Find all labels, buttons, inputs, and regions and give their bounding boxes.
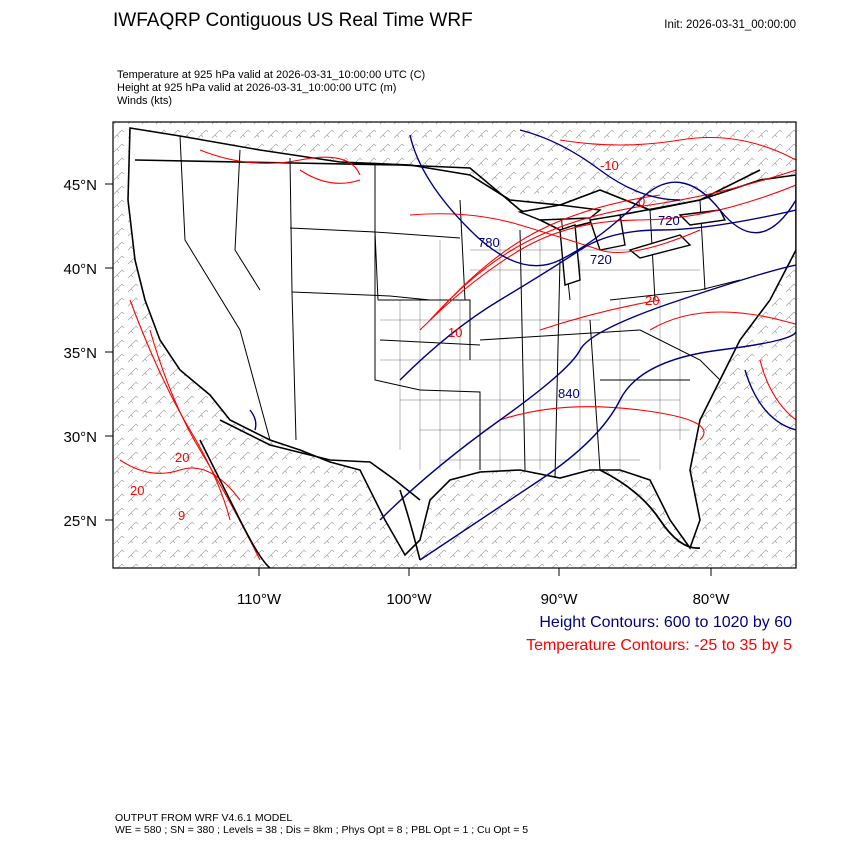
height-label-720-ne: 720 [658,213,680,228]
height-label-720-mi: 720 [590,252,612,267]
model-config-label: WE = 580 ; SN = 380 ; Levels = 38 ; Dis … [115,824,529,836]
lat-label-35n: 35°N [63,345,97,362]
county-lines [380,240,700,470]
temp-label-20-b: 20 [130,483,144,498]
temp-label-20-c: 20 [645,293,659,308]
temp-label-20-a: 20 [175,450,189,465]
temperature-field-label: Temperature at 925 hPa valid at 2026-03-… [117,69,426,81]
mexico-gulf-coast [399,489,421,561]
height-label-780: 780 [478,235,500,250]
plot-title: IWFAQRP Contiguous US Real Time WRF [113,10,473,31]
temp-label-minus10: -10 [600,158,619,173]
lat-label-25n: 25°N [63,513,97,530]
lon-label-80w: 80°W [693,591,731,608]
temperature-contours [119,136,796,561]
init-time: Init: 2026-03-31_00:00:00 [664,19,796,31]
lat-label-30n: 30°N [63,429,97,446]
temp-label-10: 10 [448,325,462,340]
mexico-border [219,419,421,501]
axis-ticks [105,183,712,576]
baja-coastline [199,439,271,568]
lon-label-90w: 90°W [541,591,579,608]
lon-label-100w: 100°W [386,591,432,608]
lat-label-45n: 45°N [63,177,97,194]
temp-label-9: 9 [178,508,185,523]
winds-field-label: Winds (kts) [117,95,172,107]
height-contours [249,129,796,561]
map-frame [112,121,797,569]
lon-label-110w: 110°W [237,591,282,608]
height-field-label: Height at 925 hPa valid at 2026-03-31_10… [117,82,397,94]
temp-label-0: 0 [638,194,645,209]
model-output-label: OUTPUT FROM WRF V4.6.1 MODEL [115,812,293,824]
height-label-840: 840 [558,386,580,401]
conus-landmass [127,127,796,557]
temperature-contour-legend: Temperature Contours: -25 to 35 by 5 [526,637,792,654]
coastline [599,469,701,549]
lat-label-40n: 40°N [63,261,97,278]
height-contour-legend: Height Contours: 600 to 1020 by 60 [539,614,792,631]
